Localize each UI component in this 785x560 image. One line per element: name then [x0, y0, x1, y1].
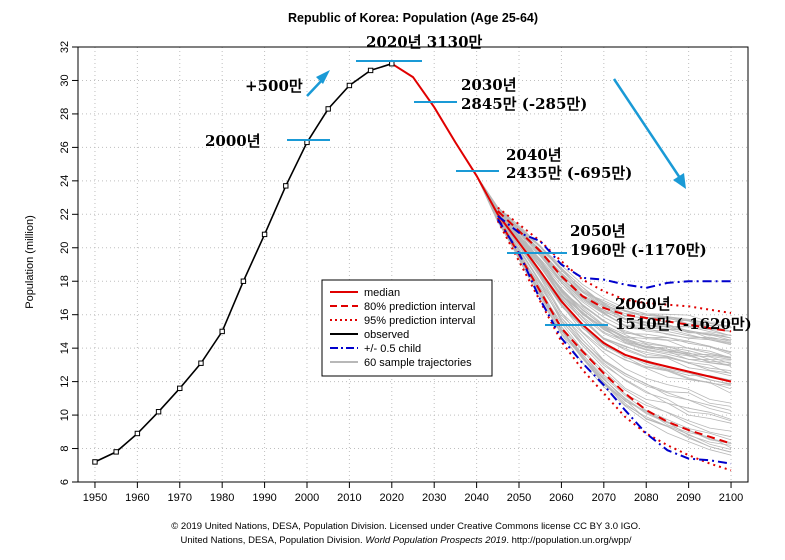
- series-line-median: [391, 62, 732, 383]
- observed-point: [240, 278, 247, 284]
- annotation-2050-value: 1960만 (-1170만): [570, 241, 707, 259]
- x-tick-label: 1970: [168, 492, 192, 504]
- annotation-2060-year: 2060년: [615, 295, 671, 313]
- y-tick-label: 12: [59, 375, 71, 387]
- series-line--0-5-child: [497, 215, 731, 289]
- chart-title: Republic of Korea: Population (Age 25-64…: [288, 11, 538, 25]
- annotations: 2020년 3130만 +500만 2000년 2030년 2845만 (-28…: [205, 33, 752, 333]
- grid: [78, 46, 748, 483]
- y-tick-label: 16: [59, 309, 71, 321]
- annotation-plus: +500만: [245, 77, 303, 95]
- observed-point: [367, 67, 374, 74]
- observed-point: [198, 360, 204, 366]
- x-tick-label: 2000: [295, 492, 319, 504]
- observed-point: [389, 61, 395, 67]
- y-tick-label: 24: [59, 175, 71, 187]
- observed-point: [346, 82, 353, 89]
- legend: median 80% prediction interval 95% predict…: [321, 279, 493, 377]
- y-tick-label: 30: [59, 74, 71, 86]
- series-line-80-upper: [497, 210, 732, 333]
- up-arrow-head-icon: [316, 70, 330, 84]
- x-tick-label: 2040: [464, 492, 488, 504]
- annotation-2030-value: 2845만 (-285만): [461, 95, 587, 113]
- x-tick-label: 1950: [83, 492, 107, 504]
- y-tick-label: 20: [59, 242, 71, 254]
- observed-point: [134, 430, 141, 437]
- x-tick-label: 2090: [676, 492, 700, 504]
- legend-box: [321, 279, 493, 377]
- y-tick-label: 32: [59, 41, 71, 53]
- legend-label: observed: [364, 329, 409, 341]
- annotation-2050-year: 2050년: [570, 222, 626, 240]
- x-tick-label: 2060: [549, 492, 573, 504]
- observed-point: [283, 183, 289, 189]
- x-tick-label: 1960: [125, 492, 149, 504]
- series-line-95-lower: [496, 220, 732, 472]
- y-tick-label: 14: [59, 342, 71, 354]
- annotation-2060-value: 1510만 (-1620만): [615, 315, 752, 333]
- down-arrow-head-icon: [673, 173, 686, 189]
- annotation-peak: 2020년 3130만: [366, 33, 483, 51]
- y-tick-label: 6: [59, 479, 71, 485]
- annotation-2040-value: 2435만 (-695만): [506, 164, 632, 182]
- legend-label: median: [364, 287, 400, 299]
- legend-label: 60 sample trajectories: [364, 357, 472, 369]
- y-tick-label: 18: [59, 275, 71, 287]
- legend-label: 80% prediction interval: [364, 301, 475, 313]
- axes: 1950 1960 1970 1980 1990 2000 2010 2020 2030 2040…: [59, 41, 749, 504]
- footer-source-url: . http://population.un.org/wpp/: [506, 535, 632, 546]
- y-axis-label: Population (million): [24, 215, 36, 309]
- y-tick-label: 8: [59, 445, 71, 451]
- x-tick-label: 2100: [719, 492, 743, 504]
- x-tick-label: 2020: [380, 492, 404, 504]
- legend-label: 95% prediction interval: [364, 315, 475, 327]
- series-line--0-5-child: [496, 218, 732, 465]
- series-lines: [94, 62, 732, 472]
- observed-point: [261, 231, 268, 238]
- annotation-2040-year: 2040년: [506, 146, 562, 164]
- x-tick-label: 1980: [210, 492, 234, 504]
- annotation-2000: 2000년: [205, 132, 261, 150]
- observed-points: [92, 61, 395, 465]
- x-tick-label: 2030: [422, 492, 446, 504]
- observed-point: [325, 106, 331, 112]
- plot-frame: [77, 46, 749, 483]
- down-arrow-icon: [612, 78, 682, 179]
- footer-source-title: World Population Prospects 2019: [365, 535, 507, 546]
- y-tick-label: 10: [59, 409, 71, 421]
- footer-source-org: United Nations, DESA, Population Divisio…: [181, 535, 366, 546]
- observed-point: [92, 459, 98, 465]
- x-tick-label: 2050: [507, 492, 531, 504]
- series-line-95-upper: [497, 206, 732, 314]
- y-tick-label: 28: [59, 108, 71, 120]
- y-tick-label: 22: [59, 208, 71, 220]
- observed-point: [113, 449, 119, 455]
- footer-copyright: © 2019 United Nations, DESA, Population …: [171, 521, 640, 532]
- series-line-observed: [94, 62, 393, 463]
- annotation-2030-year: 2030년: [461, 76, 517, 94]
- observed-point: [177, 385, 183, 392]
- y-tick-label: 26: [59, 141, 71, 153]
- legend-label: +/- 0.5 child: [364, 343, 421, 355]
- x-tick-label: 1990: [252, 492, 276, 504]
- x-tick-label: 2070: [592, 492, 616, 504]
- observed-point: [155, 409, 162, 415]
- observed-point: [219, 328, 225, 335]
- x-tick-label: 2010: [337, 492, 361, 504]
- footer-source: United Nations, DESA, Population Divisio…: [181, 535, 632, 546]
- x-tick-label: 2080: [634, 492, 658, 504]
